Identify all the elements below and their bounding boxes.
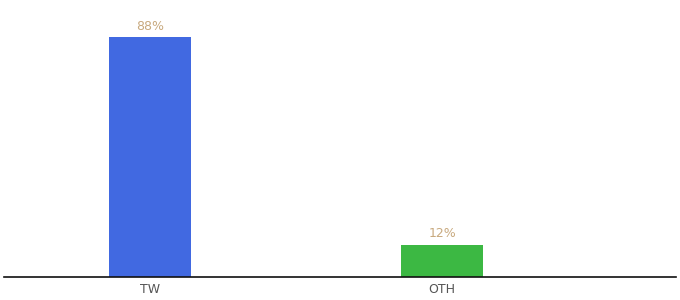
Bar <box>109 37 191 277</box>
Text: 88%: 88% <box>136 20 164 33</box>
Text: 12%: 12% <box>428 227 456 240</box>
Bar <box>401 244 483 277</box>
